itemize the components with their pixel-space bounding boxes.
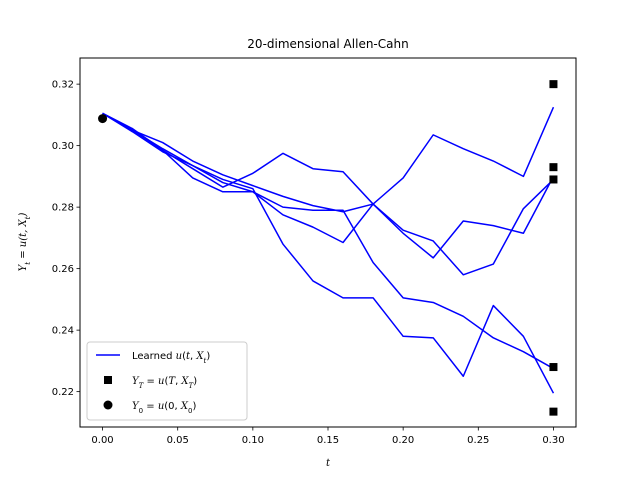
y-tick-label: 0.22 bbox=[52, 387, 74, 398]
y-tick-label: 0.30 bbox=[52, 141, 74, 152]
legend-box bbox=[86, 341, 248, 421]
x-tick-label: 0.10 bbox=[242, 435, 264, 446]
x-tick-label: 0.15 bbox=[317, 435, 339, 446]
learned-path-line-5 bbox=[102, 112, 554, 370]
initial-point bbox=[98, 114, 108, 124]
learned-path-line-2 bbox=[102, 112, 554, 276]
x-axis-label: t bbox=[326, 458, 331, 469]
plot-area bbox=[98, 80, 558, 416]
y-tick-label: 0.28 bbox=[52, 203, 74, 214]
x-axis: 0.00 0.05 0.10 0.15 0.20 0.25 0.30 bbox=[91, 427, 565, 446]
x-tick-label: 0.05 bbox=[167, 435, 189, 446]
legend-circle-swatch bbox=[103, 400, 113, 410]
y-axis-label: Yt = u(t, Xt) bbox=[18, 213, 32, 272]
y-tick-label: 0.32 bbox=[52, 80, 74, 91]
x-tick-label: 0.00 bbox=[91, 435, 113, 446]
y-tick-label: 0.26 bbox=[52, 264, 74, 275]
x-tick-label: 0.20 bbox=[392, 435, 414, 446]
x-tick-label: 0.30 bbox=[542, 435, 564, 446]
terminal-point-5 bbox=[549, 407, 558, 416]
chart-title: 20-dimensional Allen-Cahn bbox=[247, 37, 408, 51]
x-tick-label: 0.25 bbox=[467, 435, 489, 446]
legend-square-swatch bbox=[104, 376, 112, 384]
legend-entry-learned: Learned u(t, Xt) bbox=[132, 351, 210, 365]
terminal-point-4 bbox=[549, 363, 558, 372]
terminal-point-2 bbox=[549, 163, 558, 172]
legend: Learned u(t, Xt) YT = u(T, XT) Y0 = u(0,… bbox=[86, 341, 248, 421]
learned-path-line-4 bbox=[102, 112, 555, 394]
y-tick-label: 0.24 bbox=[52, 326, 74, 337]
learned-path-line-3 bbox=[102, 112, 555, 259]
terminal-point-1 bbox=[549, 80, 558, 89]
legend-entry-terminal: YT = u(T, XT) bbox=[132, 376, 197, 390]
terminal-point-3 bbox=[549, 175, 558, 184]
legend-entry-initial: Y0 = u(0, X0) bbox=[132, 401, 197, 415]
y-axis: 0.22 0.24 0.26 0.28 0.30 0.32 bbox=[52, 80, 80, 398]
